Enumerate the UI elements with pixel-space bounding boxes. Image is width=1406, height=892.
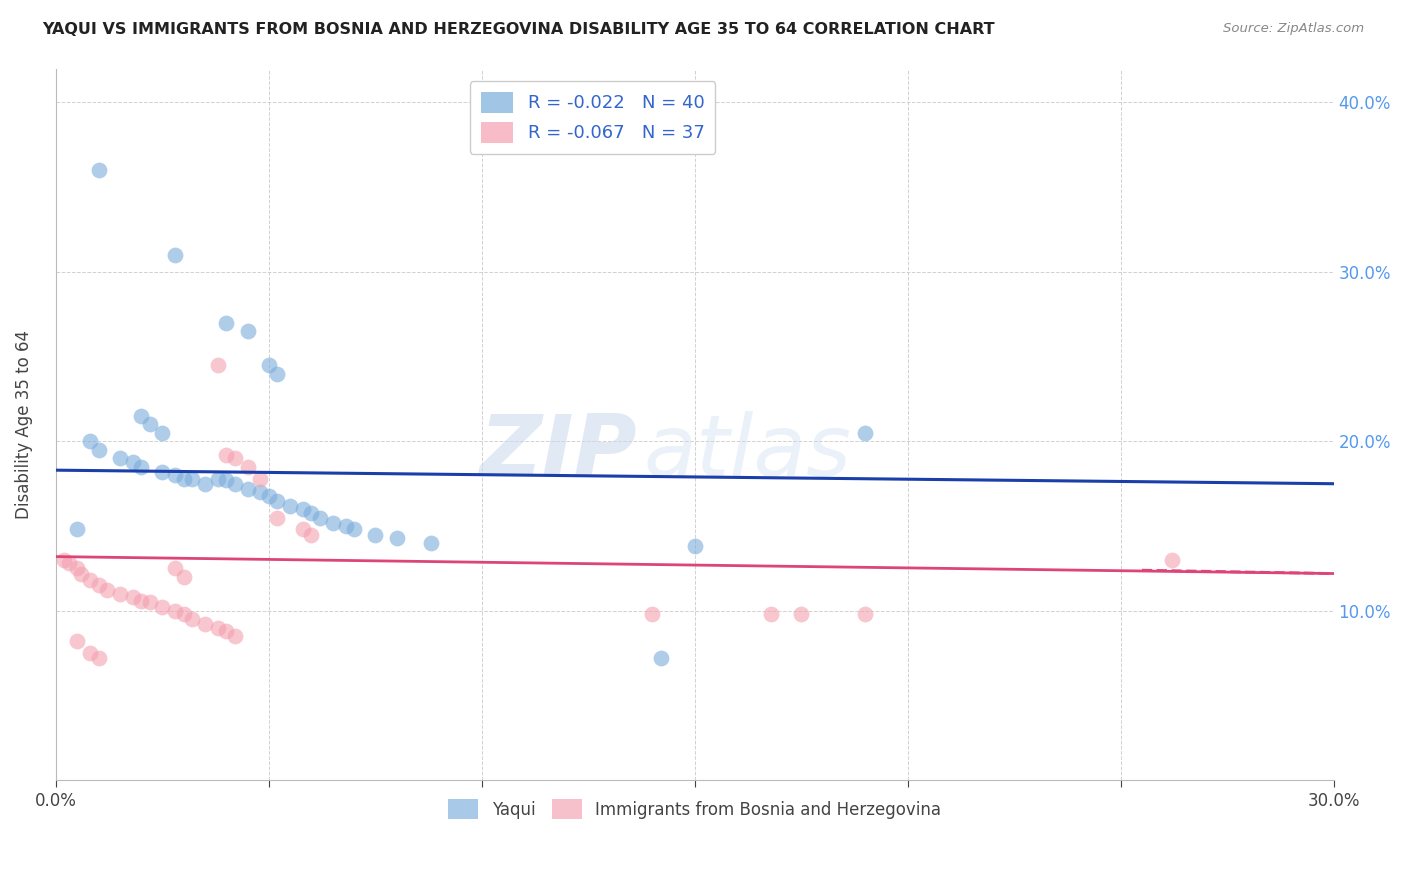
- Point: [165, 561, 187, 575]
- Point: [683, 540, 706, 554]
- Point: [335, 519, 357, 533]
- Point: [224, 476, 246, 491]
- Point: [87, 651, 110, 665]
- Point: [309, 510, 332, 524]
- Point: [87, 163, 110, 178]
- Point: [173, 570, 195, 584]
- Text: ZIP: ZIP: [479, 411, 637, 494]
- Point: [301, 527, 323, 541]
- Point: [207, 472, 229, 486]
- Point: [257, 358, 280, 372]
- Point: [266, 510, 288, 524]
- Point: [853, 425, 876, 440]
- Point: [96, 583, 118, 598]
- Point: [236, 324, 259, 338]
- Point: [79, 646, 101, 660]
- Point: [224, 629, 246, 643]
- Point: [70, 566, 93, 581]
- Point: [173, 607, 195, 622]
- Point: [650, 651, 672, 665]
- Point: [790, 607, 813, 622]
- Point: [129, 409, 152, 423]
- Point: [291, 523, 314, 537]
- Point: [79, 574, 101, 588]
- Point: [181, 612, 204, 626]
- Text: atlas: atlas: [644, 411, 852, 494]
- Point: [121, 455, 143, 469]
- Point: [108, 587, 131, 601]
- Point: [66, 561, 89, 575]
- Point: [215, 624, 238, 639]
- Point: [87, 578, 110, 592]
- Point: [58, 557, 80, 571]
- Point: [129, 593, 152, 607]
- Point: [194, 617, 217, 632]
- Point: [207, 358, 229, 372]
- Point: [343, 523, 366, 537]
- Point: [66, 634, 89, 648]
- Point: [207, 621, 229, 635]
- Point: [224, 451, 246, 466]
- Legend: Yaqui, Immigrants from Bosnia and Herzegovina: Yaqui, Immigrants from Bosnia and Herzeg…: [441, 793, 948, 825]
- Point: [79, 434, 101, 449]
- Point: [853, 607, 876, 622]
- Point: [181, 472, 204, 486]
- Y-axis label: Disability Age 35 to 64: Disability Age 35 to 64: [15, 330, 32, 519]
- Point: [121, 591, 143, 605]
- Point: [165, 604, 187, 618]
- Point: [236, 482, 259, 496]
- Point: [138, 595, 160, 609]
- Point: [152, 465, 174, 479]
- Point: [249, 485, 271, 500]
- Point: [138, 417, 160, 432]
- Text: YAQUI VS IMMIGRANTS FROM BOSNIA AND HERZEGOVINA DISABILITY AGE 35 TO 64 CORRELAT: YAQUI VS IMMIGRANTS FROM BOSNIA AND HERZ…: [42, 22, 995, 37]
- Point: [152, 600, 174, 615]
- Point: [291, 502, 314, 516]
- Point: [215, 448, 238, 462]
- Point: [108, 451, 131, 466]
- Point: [236, 459, 259, 474]
- Point: [165, 248, 187, 262]
- Point: [301, 506, 323, 520]
- Point: [761, 607, 783, 622]
- Point: [66, 523, 89, 537]
- Point: [215, 316, 238, 330]
- Point: [257, 489, 280, 503]
- Point: [53, 553, 76, 567]
- Point: [215, 473, 238, 487]
- Point: [173, 472, 195, 486]
- Point: [278, 499, 301, 513]
- Point: [1160, 553, 1182, 567]
- Point: [266, 493, 288, 508]
- Point: [194, 476, 217, 491]
- Point: [152, 425, 174, 440]
- Text: Source: ZipAtlas.com: Source: ZipAtlas.com: [1223, 22, 1364, 36]
- Point: [249, 472, 271, 486]
- Point: [419, 536, 441, 550]
- Point: [165, 468, 187, 483]
- Point: [641, 607, 664, 622]
- Point: [322, 516, 344, 530]
- Point: [129, 459, 152, 474]
- Point: [385, 531, 408, 545]
- Point: [266, 367, 288, 381]
- Point: [364, 527, 387, 541]
- Point: [87, 442, 110, 457]
